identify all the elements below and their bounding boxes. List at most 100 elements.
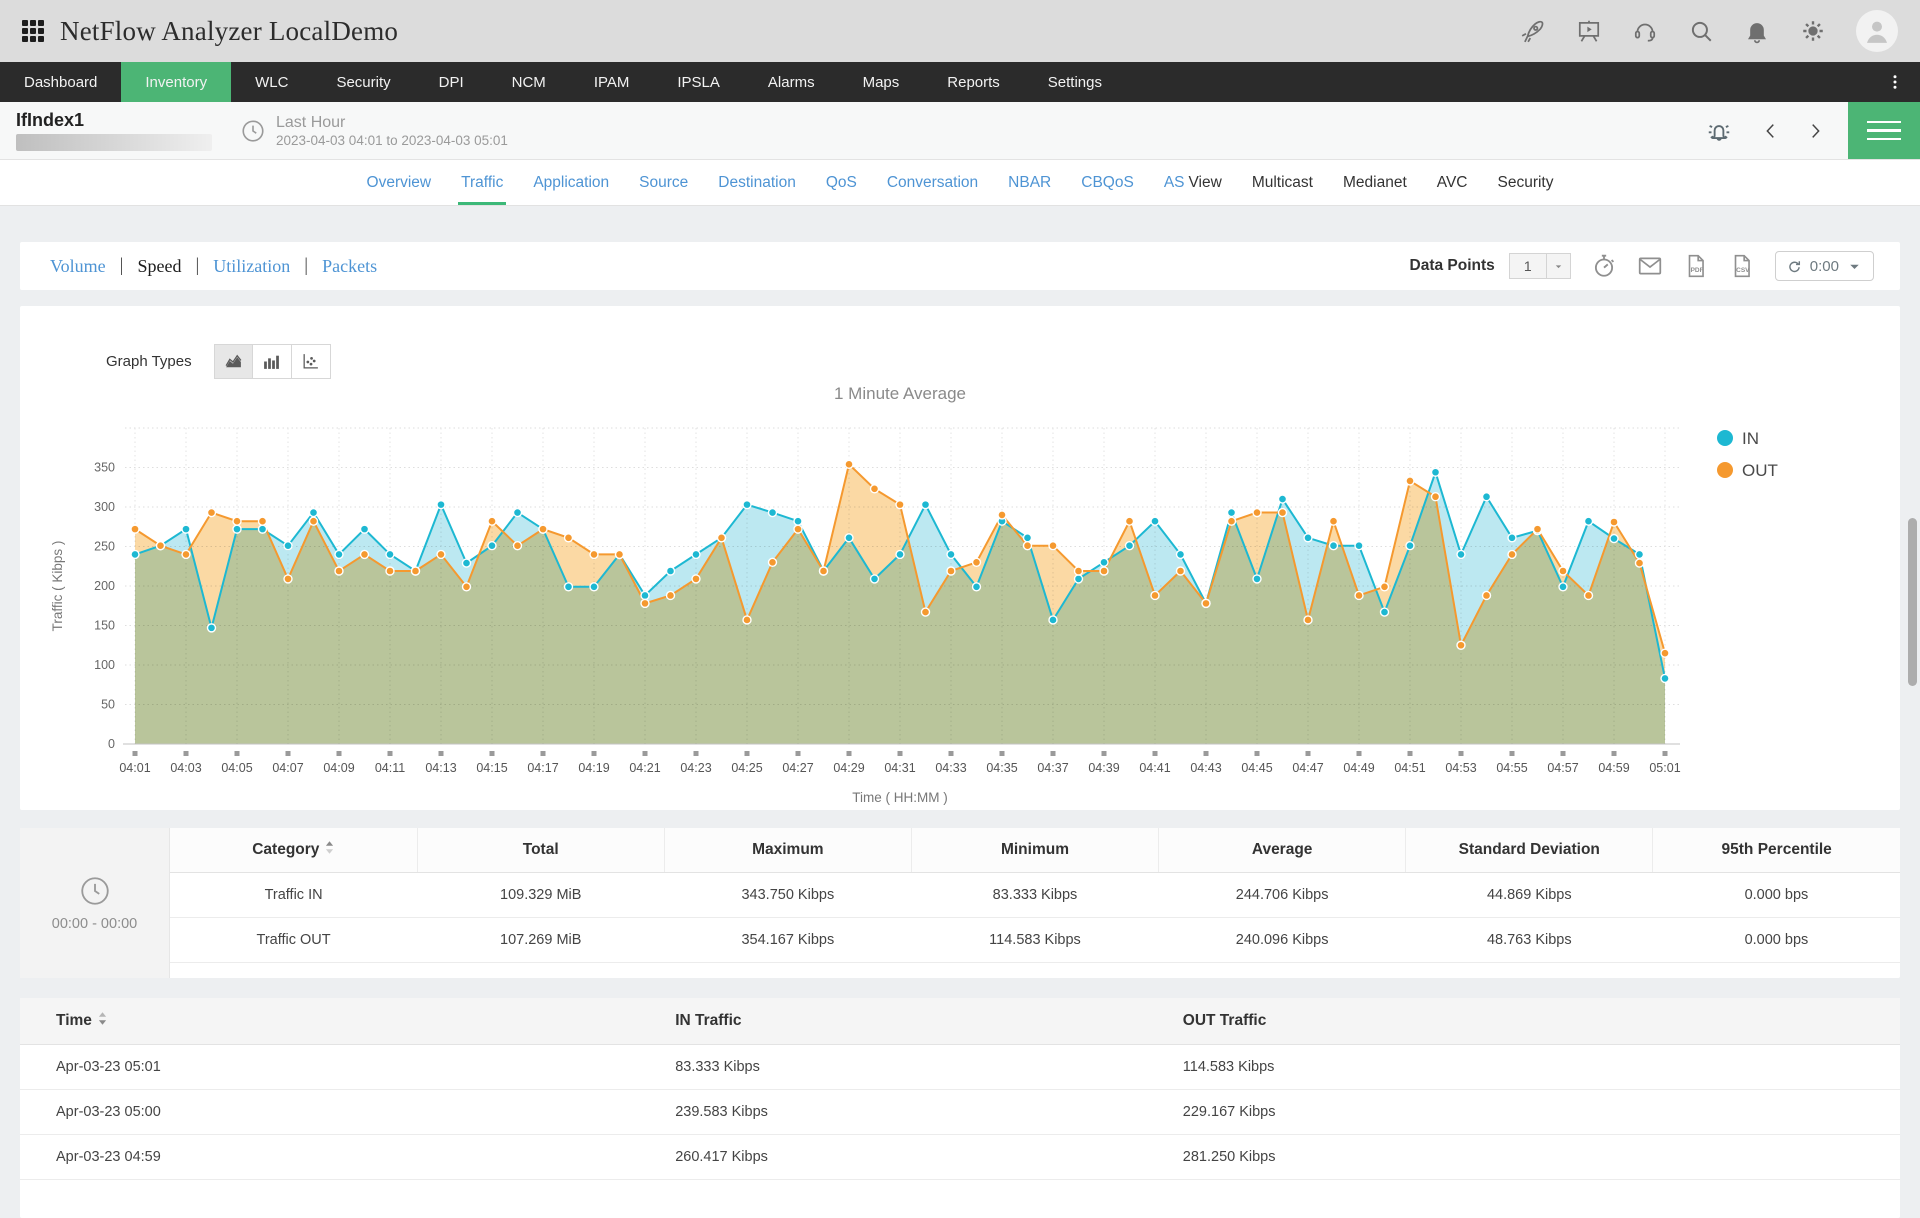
stats-table: Category Total Maximum Minimum Average Standa… [170,828,1900,963]
svg-text:04:59: 04:59 [1598,761,1629,775]
area-graph-button[interactable] [213,344,253,379]
stats-card: 00:00 - 00:00 Category Total Maximum Minimu… [20,828,1900,978]
presentation-icon[interactable] [1576,18,1602,44]
view-volume[interactable]: Volume [50,255,106,276]
app-title: NetFlow Analyzer LocalDemo [60,15,399,46]
csv-export-icon[interactable]: CSV [1729,253,1755,279]
traffic-chart: 0 50 100 150 200 250 300 350 04:01 04:03 04:05 04:0… [20,406,1900,811]
period-label: Last Hour [276,113,346,131]
tab-conversation[interactable]: Conversation [886,173,979,191]
user-avatar[interactable] [1856,10,1898,52]
tab-medianet[interactable]: Medianet [1342,173,1407,191]
tab-as-view[interactable]: AS View [1163,173,1222,191]
view-utilization[interactable]: Utilization [213,255,291,276]
view-tabs: Overview Traffic Application Source Destinat… [0,160,1920,206]
svg-text:CSV: CSV [1736,267,1750,274]
data-points-select[interactable]: 1 [1508,253,1571,279]
legend-item-out[interactable]: OUT [1717,461,1778,480]
snapshot-menu-button[interactable] [1848,102,1920,159]
stats-cell: Traffic IN [170,872,418,918]
svg-text:04:21: 04:21 [629,761,660,775]
app-grid-icon[interactable] [22,20,44,42]
svg-text:04:01: 04:01 [119,761,150,775]
stats-time-range: 00:00 - 00:00 [51,916,138,932]
refresh-interval-value: 0:00 [1809,257,1839,275]
svg-text:04:41: 04:41 [1139,761,1170,775]
nav-item-maps[interactable]: Maps [862,73,900,91]
svg-text:Traffic ( Kibps ): Traffic ( Kibps ) [50,541,65,632]
time-table-row: Apr-03-23 05:00 239.583 Kibps 229.167 Kibp… [20,1089,1900,1135]
svg-text:04:47: 04:47 [1292,761,1323,775]
alarm-alert-icon[interactable] [1704,116,1734,146]
pdf-export-icon[interactable]: PDF [1683,253,1709,279]
svg-text:04:27: 04:27 [782,761,813,775]
tab-overview[interactable]: Overview [366,173,432,191]
gear-icon[interactable] [1800,18,1826,44]
time-table-cell: 260.417 Kibps [659,1134,1167,1180]
stats-cell: 343.750 Kibps [664,872,912,918]
nav-item-reports[interactable]: Reports [947,73,1000,91]
search-icon[interactable] [1688,18,1714,44]
svg-text:IN: IN [1742,429,1759,448]
view-speed[interactable]: Speed [137,255,182,276]
tab-security[interactable]: Security [1497,173,1554,191]
svg-text:04:23: 04:23 [680,761,711,775]
svg-text:04:57: 04:57 [1547,761,1578,775]
tab-destination[interactable]: Destination [718,173,796,191]
svg-text:04:09: 04:09 [323,761,354,775]
graph-types-label: Graph Types [106,353,192,370]
nav-item-settings[interactable]: Settings [1047,73,1102,91]
period-range: 2023-04-03 04:01 to 2023-04-03 05:01 [276,132,508,148]
nav-item-wlc[interactable]: WLC [255,73,289,91]
nav-item-dashboard[interactable]: Dashboard [24,73,98,91]
time-table-header-out-traffic: OUT Traffic [1166,998,1900,1045]
stats-cell: 0.000 bps [1652,872,1900,918]
time-table-header-time[interactable]: Time [20,998,660,1045]
tab-multicast[interactable]: Multicast [1251,173,1313,191]
svg-text:04:51: 04:51 [1394,761,1425,775]
page-scrollbar-thumb[interactable] [1908,518,1917,686]
stats-cell: 240.096 Kibps [1158,917,1406,963]
bar-graph-button[interactable] [252,344,292,379]
sort-icon [98,1011,107,1030]
measure-views: Volume | Speed | Utilization | Packets [50,255,377,277]
envelope-icon[interactable] [1637,253,1663,279]
nav-item-alarms[interactable]: Alarms [767,73,815,91]
tab-qos[interactable]: QoS [825,173,857,191]
tab-avc[interactable]: AVC [1436,173,1468,191]
nav-item-inventory[interactable]: Inventory [121,62,232,102]
nav-item-ncm[interactable]: NCM [511,73,546,91]
prev-interface-button[interactable] [1760,120,1782,142]
svg-text:Time ( HH:MM ): Time ( HH:MM ) [852,790,947,805]
timer-icon[interactable] [1591,253,1617,279]
refresh-interval-select[interactable]: 0:00 [1774,251,1874,281]
svg-text:300: 300 [94,500,115,514]
stats-header-maximum: Maximum [663,828,912,873]
svg-text:0: 0 [108,737,115,751]
tab-nbar[interactable]: NBAR [1008,173,1052,191]
clock-icon [80,877,109,905]
stats-header-category[interactable]: Category [170,828,418,873]
tab-traffic[interactable]: Traffic [446,160,518,205]
rocket-icon[interactable] [1520,18,1546,44]
view-packets[interactable]: Packets [322,255,378,276]
nav-item-dpi[interactable]: DPI [438,73,464,91]
nav-item-ipsla[interactable]: IPSLA [677,73,720,91]
nav-item-security[interactable]: Security [336,73,391,91]
scatter-graph-button[interactable] [291,344,331,379]
tab-application[interactable]: Application [533,173,610,191]
headset-icon[interactable] [1632,18,1658,44]
legend-item-in[interactable]: IN [1717,429,1759,448]
time-period[interactable]: Last Hour 2023-04-03 04:01 to 2023-04-03… [240,113,508,149]
redacted-subtitle [16,134,212,151]
bell-icon[interactable] [1744,18,1770,44]
tab-source[interactable]: Source [639,173,689,191]
svg-text:04:17: 04:17 [527,761,558,775]
nav-overflow-kebab-icon[interactable] [1870,62,1920,102]
nav-item-ipam[interactable]: IPAM [593,73,630,91]
svg-text:04:13: 04:13 [425,761,456,775]
svg-text:100: 100 [94,658,115,672]
next-interface-button[interactable] [1804,120,1826,142]
stats-cell: 83.333 Kibps [911,872,1159,918]
tab-cbqos[interactable]: CBQoS [1081,173,1134,191]
